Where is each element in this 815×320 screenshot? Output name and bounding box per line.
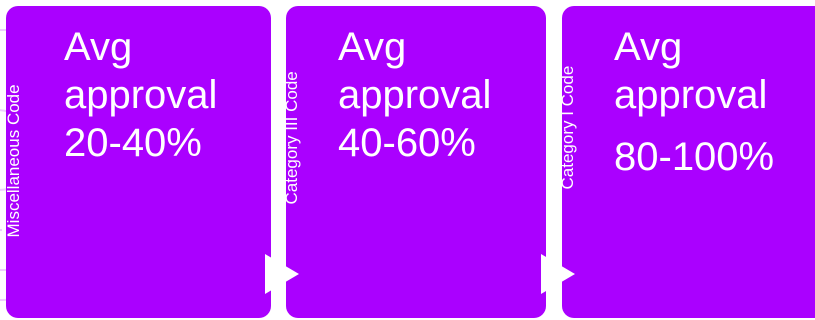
- stage-1-line2: approval: [64, 73, 218, 117]
- stage-card-1: Miscellaneous Code Avg approval 20-40%: [6, 6, 271, 318]
- stage-3-code-label: Category I Code: [562, 65, 577, 190]
- stage-1-side-label: Miscellaneous Code: [6, 6, 40, 318]
- stage-2-code-label: Category III Code: [286, 71, 301, 205]
- stage-1-range: 20-40%: [64, 121, 202, 165]
- stage-card-2: Category III Code Avg approval 40-60%: [286, 6, 546, 318]
- stage-card-3: Category I Code Avg approval 80-100%: [562, 6, 815, 318]
- stage-2-range: 40-60%: [338, 121, 476, 165]
- stage-1-code-label: Miscellaneous Code: [6, 84, 23, 238]
- stage-1-text: Avg approval 20-40%: [64, 23, 217, 167]
- stage-3-line2: approval: [614, 73, 768, 117]
- stage-1-line1: Avg: [64, 25, 133, 69]
- stage-3-range: 80-100%: [614, 135, 775, 179]
- stage-3-text: Avg approval 80-100%: [614, 23, 774, 181]
- stage-2-line2: approval: [338, 73, 492, 117]
- stage-3-line1: Avg: [614, 25, 683, 69]
- arrow-right-icon: [541, 254, 575, 294]
- stage-2-text: Avg approval 40-60%: [338, 23, 491, 167]
- stage-2-line1: Avg: [338, 25, 407, 69]
- arrow-right-icon: [265, 254, 299, 294]
